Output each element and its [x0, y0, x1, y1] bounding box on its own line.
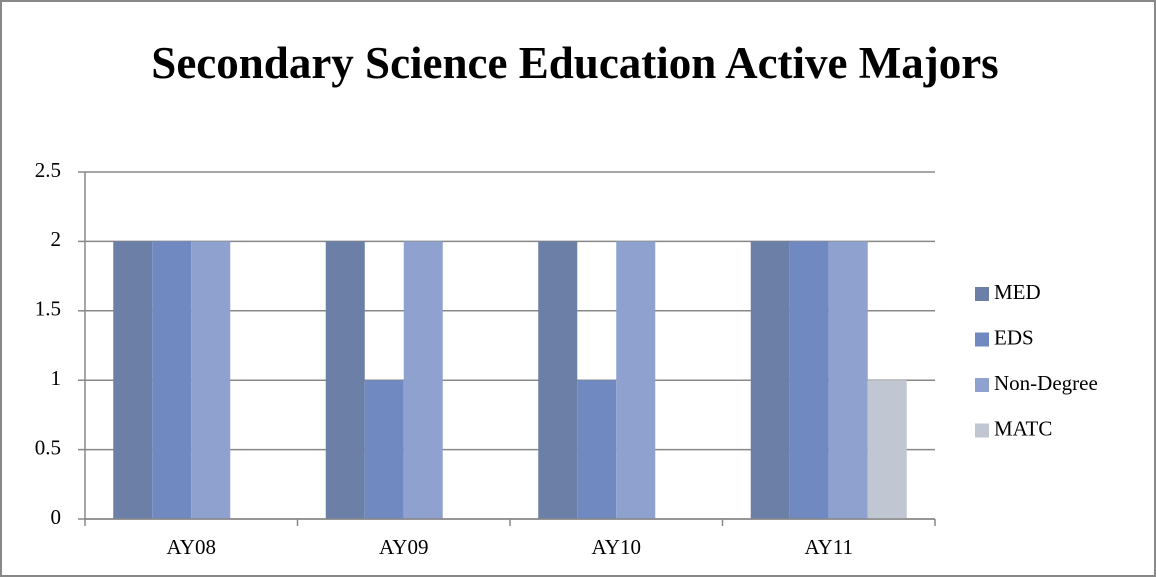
bar	[113, 241, 153, 519]
bar	[867, 380, 907, 519]
legend-swatch	[975, 423, 989, 438]
y-tick-label: 1	[51, 366, 62, 390]
x-tick-label: AY10	[592, 535, 641, 559]
y-tick-label: 1.5	[35, 297, 61, 321]
legend-swatch	[975, 378, 989, 392]
legend-label: MATC	[994, 416, 1052, 440]
bar	[616, 241, 656, 519]
chart-title: Secondary Science Education Active Major…	[151, 38, 999, 88]
legend-label: EDS	[994, 325, 1034, 349]
x-tick-label: AY11	[804, 535, 853, 559]
bar	[789, 241, 829, 519]
y-tick-label: 0.5	[35, 435, 61, 459]
y-tick-label: 0	[51, 505, 62, 529]
legend-swatch	[975, 287, 989, 301]
legend-label: Non-Degree	[994, 371, 1098, 395]
bar	[191, 241, 231, 519]
bar	[577, 380, 617, 519]
bar	[750, 241, 790, 519]
bar	[403, 241, 443, 519]
y-tick-label: 2.5	[35, 158, 61, 182]
legend-label: MED	[994, 280, 1041, 304]
bar	[828, 241, 868, 519]
legend-swatch	[975, 332, 989, 347]
bar	[325, 241, 365, 519]
bar	[538, 241, 578, 519]
bar	[152, 241, 192, 519]
y-tick-label: 2	[51, 227, 62, 251]
x-tick-label: AY08	[167, 535, 216, 559]
x-tick-label: AY09	[379, 535, 428, 559]
bar	[364, 380, 404, 519]
